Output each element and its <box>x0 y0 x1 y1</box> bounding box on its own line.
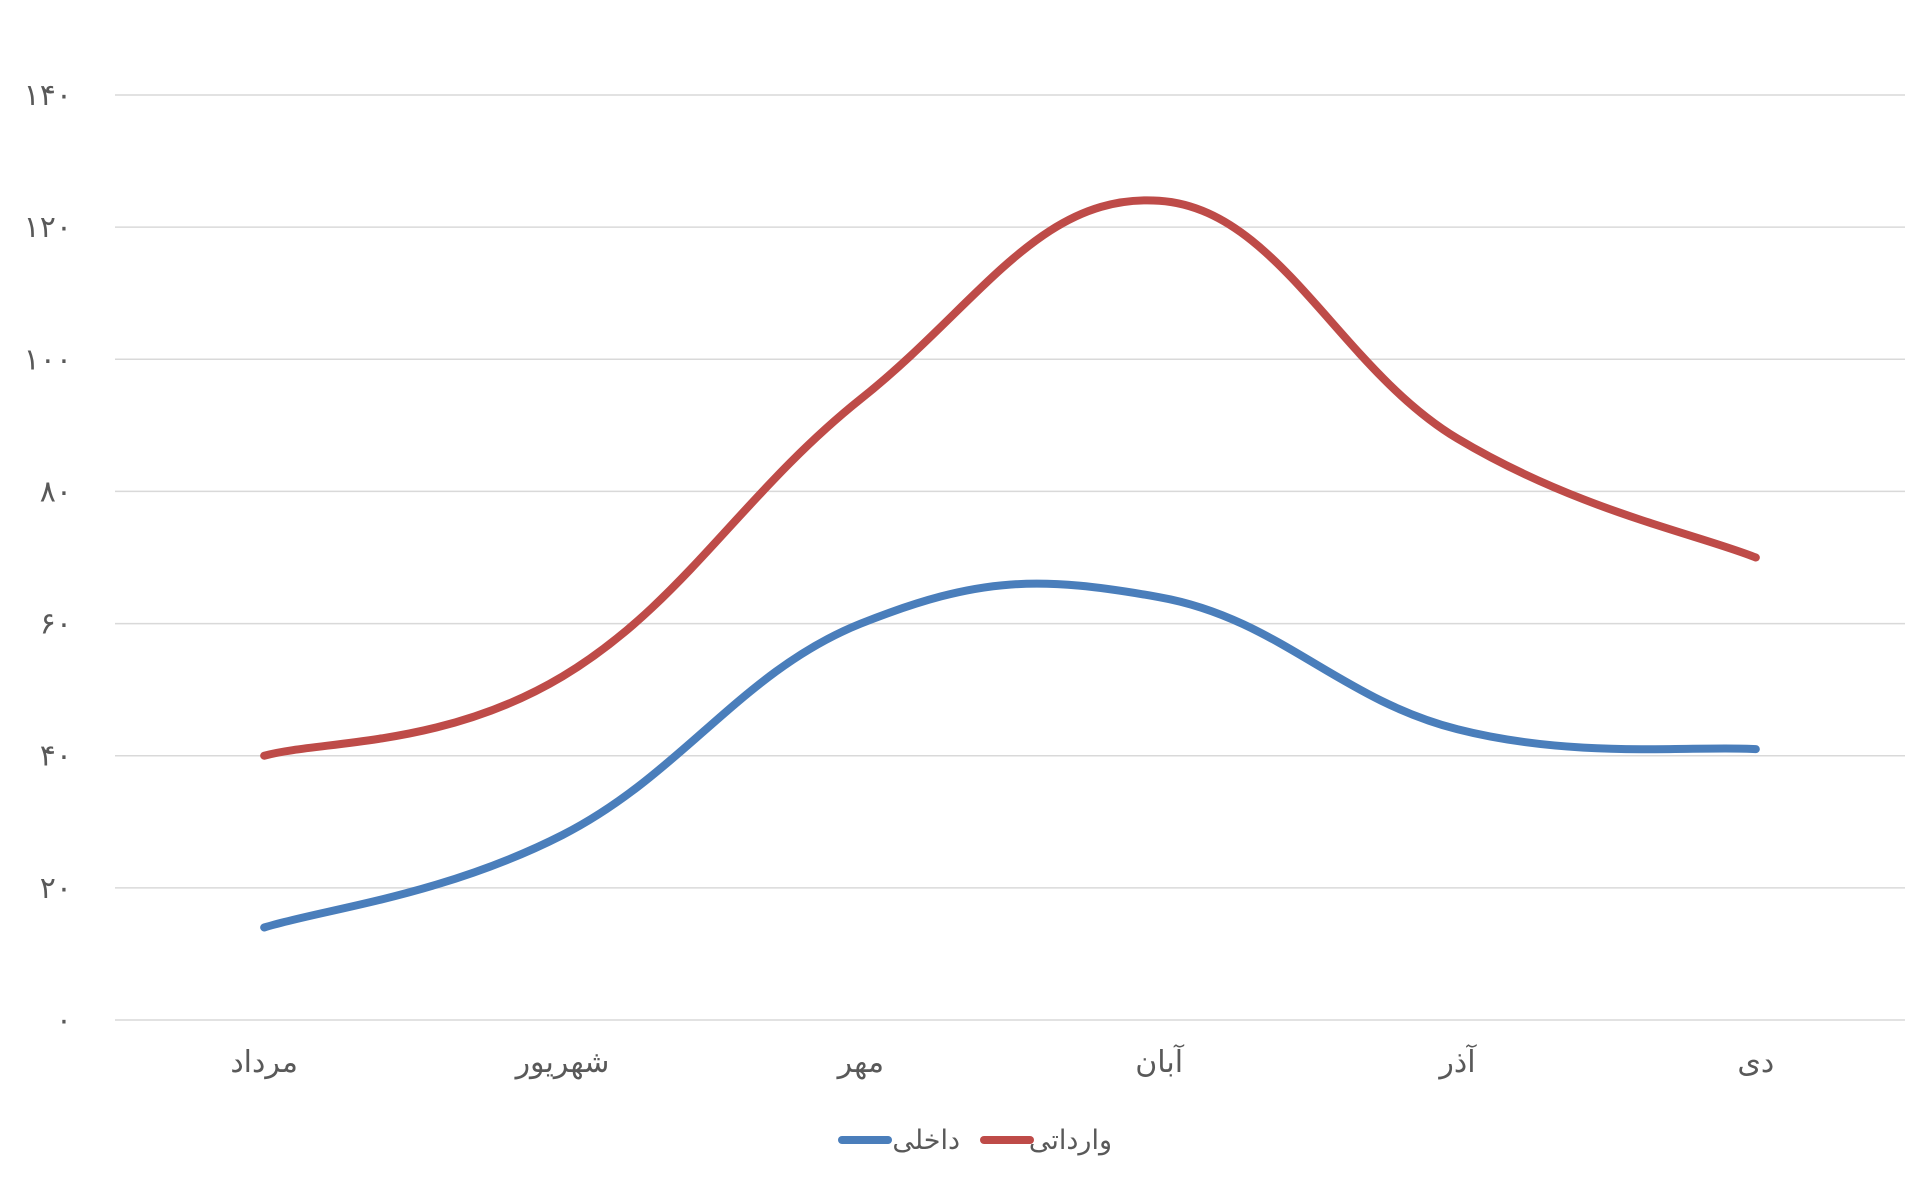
x-tick-label: مرداد <box>230 1045 298 1080</box>
legend-label-1: وارداتی <box>1029 1125 1112 1156</box>
x-tick-label: آبان <box>1135 1044 1185 1080</box>
series-lines <box>260 196 1760 932</box>
x-tick-label: شهریور <box>514 1045 610 1080</box>
legend-label-0: داخلی <box>892 1125 960 1156</box>
series-line-0 <box>260 579 1760 932</box>
y-tick-label: ۲۰ <box>40 871 72 906</box>
gridlines <box>115 94 1905 1021</box>
y-tick-label: ۰ <box>56 1003 72 1038</box>
y-tick-label: ۸۰ <box>40 474 72 509</box>
x-tick-label: آذر <box>1437 1044 1477 1080</box>
y-tick-label: ۱۰۰ <box>24 342 72 377</box>
y-tick-label: ۱۴۰ <box>24 78 72 113</box>
legend: داخلی وارداتی <box>838 1125 1112 1156</box>
x-tick-label: مهر <box>836 1045 884 1080</box>
y-tick-label: ۶۰ <box>40 607 72 642</box>
x-axis-ticks: مرداد شهریور مهر آبان آذر دی <box>230 1044 1774 1080</box>
y-tick-label: ۱۲۰ <box>24 210 72 245</box>
y-tick-label: ۴۰ <box>40 739 72 774</box>
x-tick-label: دی <box>1737 1045 1774 1080</box>
series-line-1 <box>260 196 1760 760</box>
y-axis-ticks: ۰ ۲۰ ۴۰ ۶۰ ۸۰ ۱۰۰ ۱۲۰ ۱۴۰ <box>24 78 72 1038</box>
